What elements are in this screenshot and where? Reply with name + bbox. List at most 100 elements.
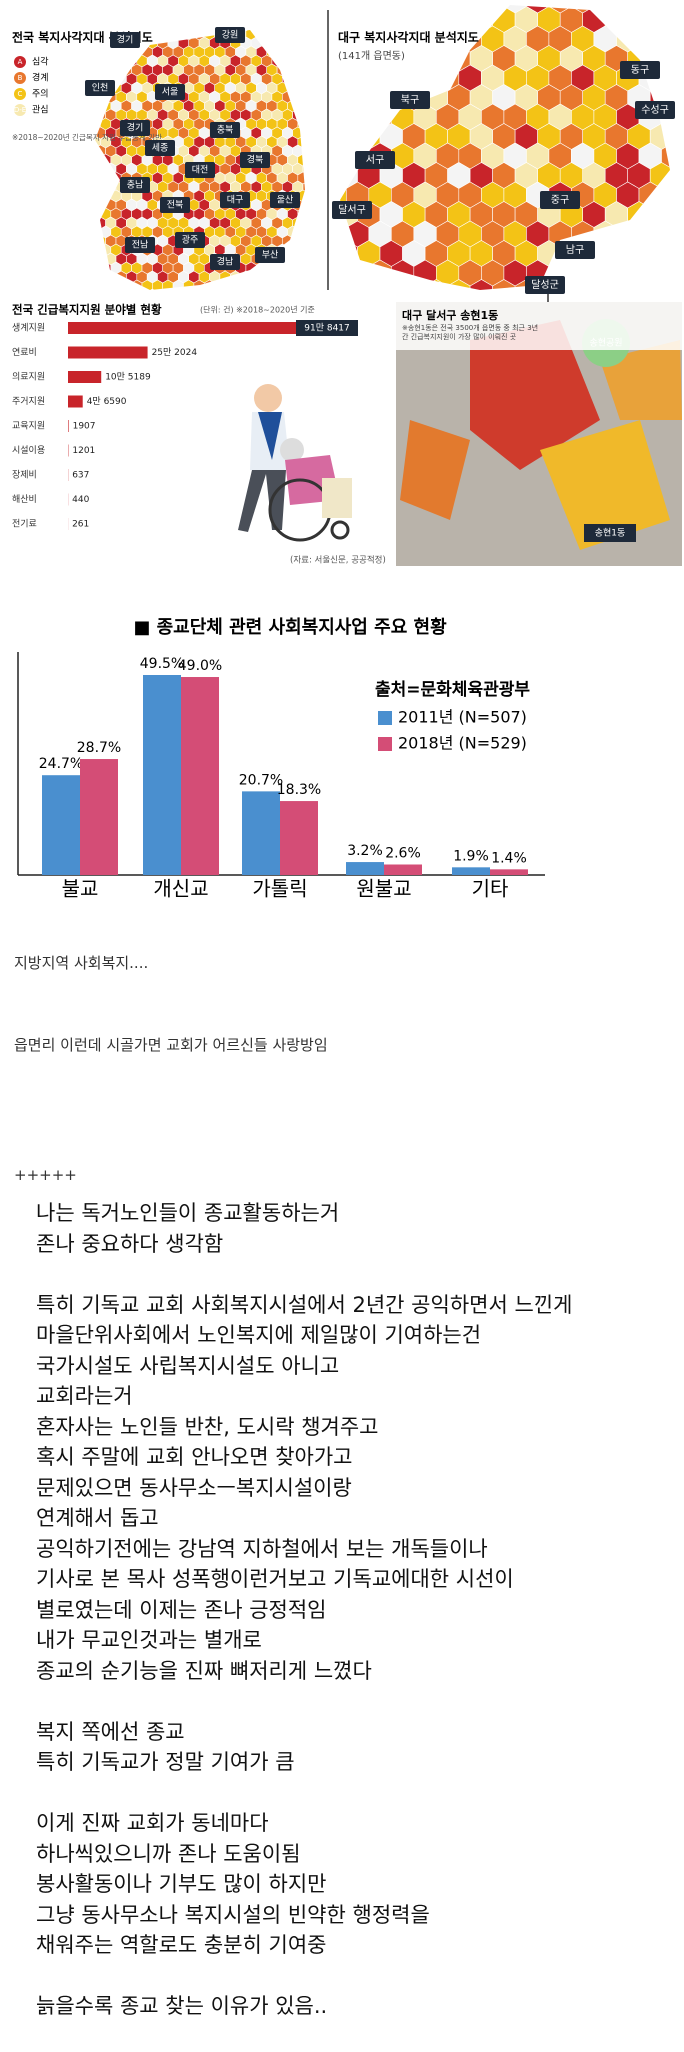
text-line: 혼자사는 노인들 반찬, 도시락 챙겨주고 (36, 1412, 572, 1443)
region-label: 경기 (117, 34, 134, 46)
text-line: 하나씩있으니까 존나 도움이됨 (36, 1839, 572, 1870)
value-label: 4만 6590 (87, 396, 127, 407)
legend-badge-text: A (18, 58, 23, 66)
text-line: 내가 무교인것과는 별개로 (36, 1625, 572, 1656)
hbar-title: 전국 긴급복지지원 분야별 현황 (12, 303, 162, 317)
text-line: 국가시설도 사립복지시설도 아니고 (36, 1351, 572, 1382)
x-tick-label: 개신교 (153, 877, 208, 901)
bar (68, 371, 101, 383)
chart-title: ■ 종교단체 관련 사회복지사업 주요 현황 (133, 617, 447, 638)
region-label: 울산 (277, 195, 294, 206)
bar (452, 867, 490, 875)
region-label: 인천 (92, 83, 109, 94)
region-label: 대구 (227, 195, 244, 206)
value-label: 25만 2024 (152, 347, 198, 358)
text-line: 이게 진짜 교회가 동네마다 (36, 1808, 572, 1839)
region-label: 전북 (167, 200, 184, 211)
region-label: 경북 (247, 154, 264, 166)
value-label: 440 (72, 495, 89, 505)
bar (181, 677, 219, 875)
x-tick-label: 원불교 (356, 877, 411, 901)
category-label: 장제비 (12, 470, 37, 481)
separator: +++++ (14, 1166, 77, 1184)
text-line: 마을단위사회에서 노인복지에 제일많이 기여하는건 (36, 1320, 572, 1351)
region-label: 부산 (262, 250, 279, 261)
photo-label: 송현1동 (595, 528, 626, 539)
bar (384, 864, 422, 875)
legend-label: 2018년 (N=529) (398, 734, 527, 753)
bar (68, 420, 69, 432)
map-subtitle: (141개 읍면동) (338, 50, 405, 62)
text-line: 특히 기독교 교회 사회복지시설에서 2년간 공익하면서 느낀게 (36, 1290, 572, 1321)
text-line: 공익하기전에는 강남역 지하철에서 보는 개독들이나 (36, 1534, 572, 1565)
bar (346, 862, 384, 875)
legend-badge-text: B (18, 74, 23, 82)
note: 읍면리 이런데 시골가면 교회가 어르신들 사랑방임 (14, 1034, 328, 1055)
category-label: 연료비 (12, 347, 37, 358)
region-label: 충북 (217, 125, 234, 136)
x-tick-label: 기타 (472, 877, 509, 901)
bar (68, 347, 148, 359)
value-label: 1907 (73, 422, 96, 432)
bar (242, 791, 280, 875)
category-label: 교육지원 (12, 421, 45, 432)
value-label: 10만 5189 (105, 372, 151, 383)
text-line: 복지 쪽에선 종교 (36, 1717, 572, 1748)
bar (490, 869, 528, 875)
legend-swatch (378, 711, 392, 725)
category-label: 의료지원 (12, 372, 45, 383)
category-label: 시설이용 (12, 445, 45, 456)
text-line: 특히 기독교가 정말 기여가 큼 (36, 1747, 572, 1778)
text-line: 봉사활동이나 기부도 많이 하지만 (36, 1869, 572, 1900)
value-label: 1.4% (491, 850, 527, 866)
region-label: 강원 (222, 30, 239, 41)
bar (280, 801, 318, 875)
legend-label: 2011년 (N=507) (398, 708, 527, 727)
text-line: 혹시 주말에 교회 안나오면 찾아가고 (36, 1442, 572, 1473)
x-tick-label: 불교 (62, 877, 99, 901)
chart-source: 출처=문화체육관광부 (375, 680, 530, 700)
bar (68, 396, 83, 408)
region-label: 광주 (182, 234, 199, 246)
district-label: 중구 (551, 194, 569, 206)
category-label: 해산비 (12, 494, 37, 505)
hbar-subtitle: (단위: 건) ※2018~2020년 기준 (200, 305, 315, 315)
text-line: 존나 중요하다 생각함 (36, 1229, 572, 1260)
map-title: 대구 복지사각지대 분석지도 (338, 30, 479, 45)
bar (80, 759, 118, 875)
region-label: 경기 (127, 122, 144, 134)
district-label: 남구 (566, 244, 584, 256)
text-line: 문제있으면 동사무소ㅡ복지시설이랑 (36, 1473, 572, 1504)
value-label: 2.6% (385, 845, 421, 861)
region-label: 전남 (132, 240, 149, 251)
text-line: 채워주는 역할로도 충분히 기여중 (36, 1930, 572, 1961)
photo-label: 송현공원 (589, 338, 622, 349)
category-label: 주거지원 (12, 396, 45, 407)
illustration (238, 384, 352, 540)
value-label: 261 (72, 520, 89, 530)
bar (42, 775, 80, 875)
text-line: 별로였는데 이제는 존나 긍정적임 (36, 1595, 572, 1626)
category-label: 전기료 (12, 519, 37, 530)
bar (143, 675, 181, 875)
source: (자료: 서울신문, 공공적정) (290, 555, 386, 566)
legend-label: 관심 (32, 105, 49, 116)
value-label: 49.0% (178, 658, 222, 674)
legend-badge-text: D-E (14, 106, 26, 114)
value-label: 18.3% (277, 782, 321, 798)
text-line: 교회라는거 (36, 1381, 572, 1412)
region-label: 세종 (152, 143, 169, 154)
region-label: 경남 (217, 256, 234, 268)
text-line: 나는 독거노인들이 종교활동하는거 (36, 1198, 572, 1229)
text-line: 늙을수록 종교 찾는 이유가 있음.. (36, 1991, 572, 2022)
district-label: 북구 (401, 94, 419, 106)
value-label: 24.7% (39, 756, 83, 772)
photo-caption: ※송현1동은 전국 3500개 읍면동 중 최근 3년간 긴급복지지원이 가장 … (402, 324, 542, 342)
region-label: 대전 (192, 165, 209, 176)
text-line: 종교의 순기능을 진짜 뼈저리게 느꼈다 (36, 1656, 572, 1687)
